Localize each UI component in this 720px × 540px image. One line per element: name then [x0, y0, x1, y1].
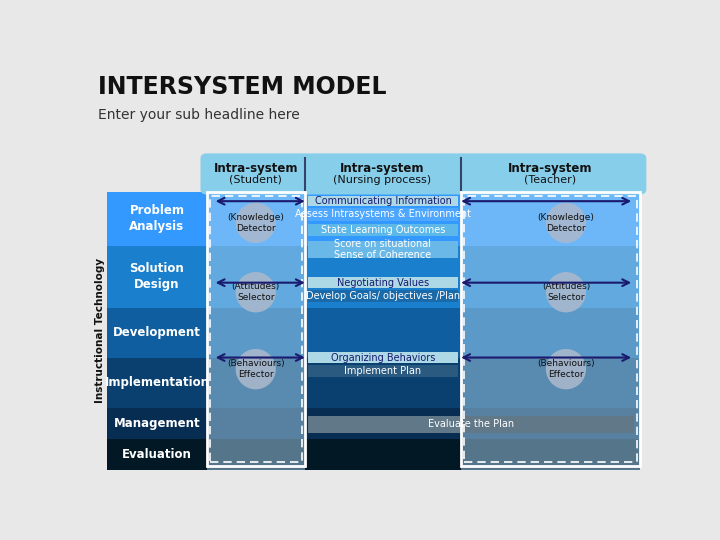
Text: Solution
Design: Solution Design [130, 262, 184, 292]
Bar [307, 416, 634, 433]
Text: Intra-system: Intra-system [340, 162, 425, 176]
Bar [210, 196, 302, 462]
Bar [307, 241, 458, 258]
Ellipse shape [235, 272, 276, 313]
Text: (Behaviours)
Effector: (Behaviours) Effector [227, 359, 284, 379]
Bar [307, 208, 458, 221]
Text: Evaluation: Evaluation [122, 448, 192, 461]
Bar [107, 358, 639, 408]
Text: Score on situational
Sense of Coherence: Score on situational Sense of Coherence [334, 239, 431, 260]
Text: State Learning Outcomes: State Learning Outcomes [321, 225, 445, 235]
Text: (Nursing process): (Nursing process) [333, 174, 431, 185]
Text: Intra-system: Intra-system [508, 162, 592, 176]
Text: Instructional Technology: Instructional Technology [95, 258, 105, 403]
Text: Management: Management [114, 417, 200, 430]
Ellipse shape [235, 202, 276, 243]
Text: Enter your sub headline here: Enter your sub headline here [99, 109, 300, 123]
Text: (Attitudes)
Selector: (Attitudes) Selector [232, 282, 280, 302]
Ellipse shape [546, 349, 586, 389]
Text: (Teacher): (Teacher) [523, 174, 576, 185]
Text: Intra-system: Intra-system [213, 162, 298, 176]
Text: (Knowledge)
Detector: (Knowledge) Detector [538, 213, 595, 233]
Bar [107, 408, 639, 439]
Text: (Behaviours)
Effector: (Behaviours) Effector [537, 359, 595, 379]
Bar [207, 192, 305, 466]
Bar [207, 192, 305, 470]
Text: INTERSYSTEM MODEL: INTERSYSTEM MODEL [99, 75, 387, 99]
Bar [307, 365, 458, 377]
Ellipse shape [235, 349, 276, 389]
Text: (Student): (Student) [229, 174, 282, 185]
Text: Assess Intrasystems & Environment: Assess Intrasystems & Environment [295, 210, 471, 219]
Bar [464, 196, 636, 462]
Bar [107, 246, 639, 308]
Bar [307, 224, 458, 236]
Text: Negotiating Values: Negotiating Values [337, 278, 429, 288]
Text: Implement Plan: Implement Plan [344, 366, 421, 376]
Bar [107, 308, 639, 358]
Bar [107, 439, 639, 470]
Text: Organizing Behaviors: Organizing Behaviors [330, 353, 435, 362]
Bar [307, 196, 458, 206]
Text: Evaluate the Plan: Evaluate the Plan [428, 420, 514, 429]
Bar [307, 352, 458, 363]
Bar [307, 278, 458, 288]
Bar [107, 192, 639, 246]
Bar [461, 192, 639, 466]
Text: Develop Goals/ objectives /Plan: Develop Goals/ objectives /Plan [306, 291, 460, 301]
Ellipse shape [546, 202, 586, 243]
Text: Communicating Information: Communicating Information [315, 196, 451, 206]
Text: Problem
Analysis: Problem Analysis [130, 204, 184, 233]
Text: Implementation: Implementation [104, 376, 210, 389]
Ellipse shape [546, 272, 586, 313]
Text: Development: Development [113, 327, 201, 340]
FancyBboxPatch shape [200, 153, 647, 194]
Text: (Attitudes)
Selector: (Attitudes) Selector [542, 282, 590, 302]
Bar [461, 192, 639, 470]
Bar [307, 290, 458, 302]
Text: (Knowledge)
Detector: (Knowledge) Detector [228, 213, 284, 233]
